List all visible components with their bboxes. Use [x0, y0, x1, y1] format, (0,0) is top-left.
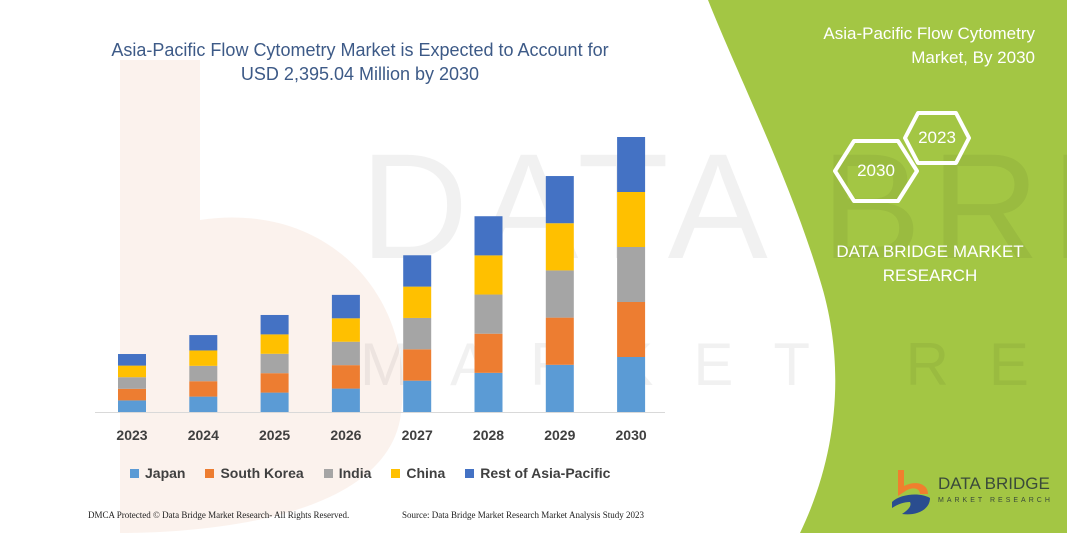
x-tick-label: 2023	[116, 427, 147, 443]
bar-2023-rest-of-asia-pacific	[118, 354, 146, 366]
legend-label: China	[406, 465, 446, 481]
bar-2027-rest-of-asia-pacific	[403, 255, 432, 287]
hexagon-2030-label: 2030	[857, 161, 895, 180]
legend-item: Japan	[130, 465, 185, 481]
x-tick-label: 2030	[616, 427, 647, 443]
footer-copyright: DMCA Protected © Data Bridge Market Rese…	[88, 510, 350, 520]
bar-2025-japan	[260, 392, 289, 412]
legend-label: Japan	[145, 465, 186, 481]
logo-subtitle: MARKET RESEARCH	[938, 497, 1053, 504]
legend-label: India	[338, 465, 372, 481]
x-tick-label: 2025	[259, 427, 290, 443]
bar-2024-india	[189, 365, 218, 382]
bar-2030-china	[617, 192, 646, 247]
brand-line1: DATA BRIDGE MARKET	[836, 242, 1024, 261]
bar-2026-india	[331, 341, 360, 366]
bar-2026-china	[331, 318, 360, 342]
side-panel-title-line1: Asia-Pacific Flow Cytometry	[823, 24, 1035, 43]
bar-2028-rest-of-asia-pacific	[474, 216, 503, 256]
hexagon-2030: 2030	[832, 138, 920, 204]
bar-2030-india	[617, 247, 646, 302]
bar-2030-south-korea	[617, 302, 646, 357]
bar-2025-rest-of-asia-pacific	[260, 314, 289, 335]
footer-source: Source: Data Bridge Market Research Mark…	[402, 510, 644, 520]
x-tick-label: 2024	[188, 427, 219, 443]
bar-2026-south-korea	[331, 365, 360, 389]
bar-2026-japan	[331, 388, 360, 412]
legend-label: Rest of Asia-Pacific	[480, 465, 611, 481]
legend-item: South Korea	[205, 465, 304, 481]
bar-2028-china	[474, 255, 503, 295]
hexagon-icon	[833, 139, 919, 203]
legend-item: China	[391, 465, 445, 481]
x-tick-label: 2029	[544, 427, 575, 443]
legend-swatch	[323, 468, 333, 478]
data-bridge-logo: DATA BRIDGE MARKET RESEARCH	[890, 468, 1050, 523]
legend-swatch	[465, 468, 475, 478]
bar-2029-rest-of-asia-pacific	[545, 176, 574, 224]
chart-title-line2: USD 2,395.04 Million by 2030	[240, 64, 480, 84]
bar-2029-india	[545, 270, 574, 318]
bar-2024-rest-of-asia-pacific	[189, 335, 218, 351]
logo-b-icon	[892, 470, 930, 515]
bar-2029-south-korea	[545, 317, 574, 365]
side-panel-title-line2: Market, By 2030	[911, 48, 1035, 67]
bar-2024-china	[189, 350, 218, 366]
hexagon-icon	[903, 111, 971, 165]
bar-2028-south-korea	[474, 333, 503, 373]
bar-2029-china	[545, 223, 574, 271]
stacked-bar-chart: 2023 2024 2025 2026 2027 2028 2029 2030	[95, 137, 665, 443]
legend-item: India	[323, 465, 372, 481]
chart-title-line1: Asia-Pacific Flow Cytometry Market is Ex…	[111, 40, 609, 60]
x-tick-label: 2026	[330, 427, 361, 443]
bar-2023-south-korea	[118, 388, 146, 401]
legend-swatch	[391, 468, 401, 478]
bar-2023-japan	[118, 400, 146, 412]
green-side-panel	[708, 0, 1067, 533]
legend-item: Rest of Asia-Pacific	[465, 465, 610, 481]
bar-2027-south-korea	[403, 349, 432, 381]
x-tick-label: 2027	[402, 427, 433, 443]
bar-2028-japan	[474, 372, 503, 412]
hexagon-2023: 2023	[902, 110, 972, 166]
logo-name: DATA BRIDGE	[938, 474, 1050, 493]
brand-text: DATA BRIDGE MARKET RESEARCH	[810, 240, 1050, 288]
chart-title: Asia-Pacific Flow Cytometry Market is Ex…	[60, 38, 660, 86]
bar-2025-china	[260, 334, 289, 354]
bar-2028-india	[474, 294, 503, 334]
bar-2025-india	[260, 353, 289, 374]
bar-2023-india	[118, 377, 146, 389]
bar-2024-japan	[189, 396, 218, 412]
x-tick-label: 2028	[473, 427, 504, 443]
bar-2027-india	[403, 317, 432, 350]
bar-2029-japan	[545, 364, 574, 412]
bar-2026-rest-of-asia-pacific	[331, 294, 360, 319]
hexagon-2023-label: 2023	[918, 128, 956, 147]
bar-2030-japan	[617, 357, 646, 412]
side-panel-title: Asia-Pacific Flow Cytometry Market, By 2…	[823, 22, 1035, 70]
legend-swatch	[130, 468, 139, 478]
brand-watermark-b	[120, 60, 403, 533]
bar-2024-south-korea	[189, 381, 218, 397]
bar-2027-china	[403, 286, 432, 318]
bar-2025-south-korea	[260, 373, 289, 393]
bar-2027-japan	[403, 380, 432, 412]
legend-swatch	[205, 468, 215, 478]
bar-2030-rest-of-asia-pacific	[617, 137, 646, 192]
brand-line2: RESEARCH	[882, 266, 978, 285]
legend-label: South Korea	[220, 465, 304, 481]
legend: Japan South Korea India China Rest of Asia-P…	[130, 465, 610, 481]
bar-2023-china	[118, 365, 146, 378]
